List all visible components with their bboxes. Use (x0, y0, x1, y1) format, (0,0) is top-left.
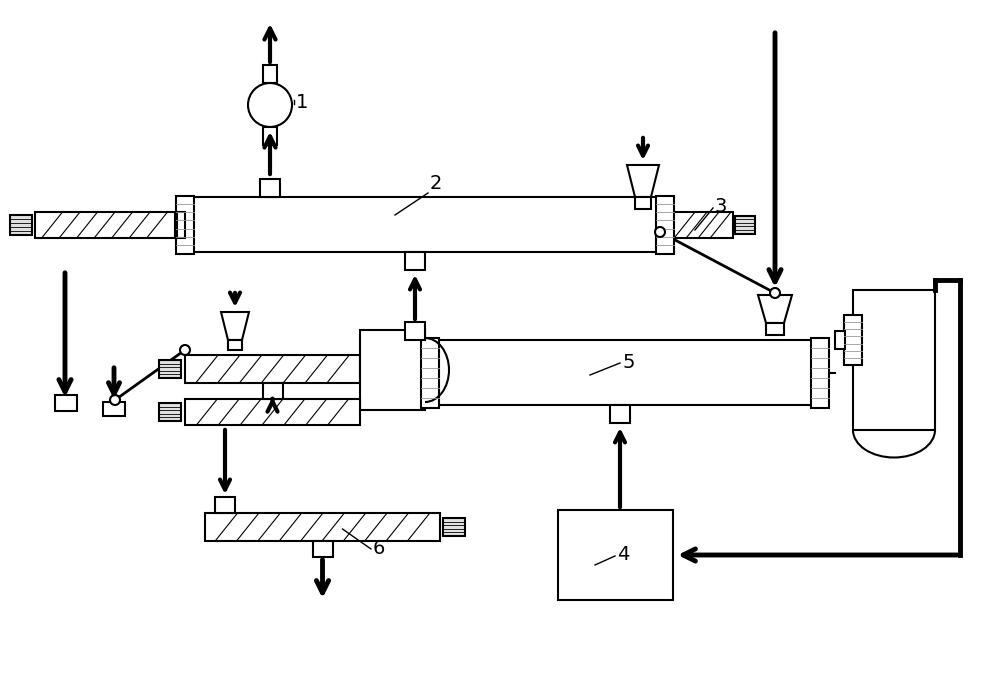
Bar (159, 360, 181, 378)
Bar (35, 211, 175, 238)
Bar (853, 290, 935, 430)
Bar (185, 197, 665, 252)
Bar (766, 323, 784, 335)
Bar (205, 513, 440, 541)
Bar (55, 395, 77, 411)
Bar (673, 211, 733, 238)
Bar (185, 399, 360, 425)
Circle shape (770, 288, 780, 298)
Bar (443, 518, 465, 536)
Polygon shape (221, 312, 249, 340)
Text: 4: 4 (617, 545, 629, 564)
Bar (312, 541, 332, 557)
Text: 6: 6 (373, 538, 385, 557)
Bar (262, 383, 283, 399)
Bar (360, 330, 425, 410)
Bar (835, 331, 845, 349)
Bar (228, 340, 242, 350)
Polygon shape (627, 165, 659, 197)
Bar (656, 196, 674, 253)
Text: 1: 1 (296, 94, 308, 113)
Bar (811, 337, 829, 407)
Bar (263, 65, 277, 83)
Bar (735, 215, 755, 234)
Bar (405, 322, 425, 340)
Text: 3: 3 (715, 198, 727, 217)
Bar (635, 197, 651, 209)
Bar (176, 196, 194, 253)
Circle shape (248, 83, 292, 127)
Circle shape (110, 395, 120, 405)
Bar (185, 355, 360, 383)
Text: 2: 2 (430, 174, 442, 193)
Bar (610, 405, 630, 423)
Polygon shape (758, 295, 792, 323)
Bar (558, 510, 673, 600)
Bar (177, 211, 185, 238)
Bar (10, 215, 32, 234)
Bar (430, 340, 820, 405)
Bar (844, 315, 862, 365)
Text: 5: 5 (622, 352, 635, 371)
Circle shape (655, 227, 665, 237)
Bar (260, 179, 280, 197)
Bar (159, 403, 181, 421)
Bar (421, 337, 439, 407)
Bar (103, 402, 125, 416)
Bar (263, 127, 277, 145)
Bar (405, 252, 425, 270)
Circle shape (180, 345, 190, 355)
Bar (215, 497, 235, 513)
